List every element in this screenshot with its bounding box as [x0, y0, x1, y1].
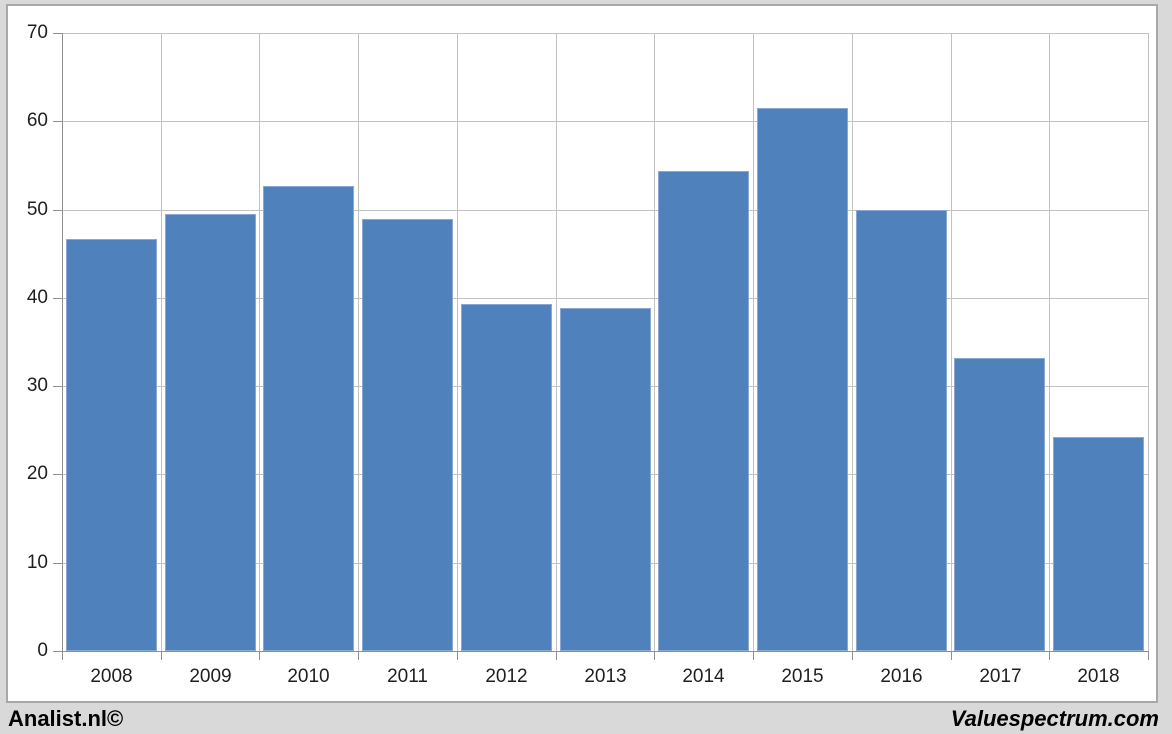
x-axis-line: [53, 651, 1148, 652]
x-tick: [1049, 651, 1050, 660]
x-axis-label: 2015: [781, 666, 824, 687]
footer-brand-valuespectrum: Valuespectrum.com: [950, 706, 1159, 731]
x-axis-label: 2008: [90, 666, 133, 687]
x-tick: [951, 651, 952, 660]
x-tick: [852, 651, 853, 660]
category-boundary-gridline: [259, 33, 260, 651]
y-tick: [53, 33, 62, 34]
y-tick: [53, 298, 62, 299]
bar-2015: [757, 108, 848, 651]
y-tick: [53, 121, 62, 122]
bar-2017: [954, 357, 1046, 651]
bar-2018: [1053, 437, 1145, 651]
y-tick: [53, 386, 62, 387]
x-tick: [259, 651, 260, 660]
bar-2013: [559, 307, 651, 651]
y-axis-label: 20: [26, 463, 48, 484]
bar-2016: [855, 209, 947, 651]
x-axis-label: 2010: [287, 666, 330, 687]
y-axis-label: 50: [26, 199, 48, 220]
y-axis-label: 60: [26, 110, 48, 131]
x-axis-label: 2009: [189, 666, 232, 687]
x-tick: [161, 651, 162, 660]
category-boundary-gridline: [753, 33, 754, 651]
x-tick: [457, 651, 458, 660]
bar-2014: [658, 170, 750, 651]
bar-2009: [164, 214, 256, 651]
y-axis-label: 0: [37, 640, 48, 661]
y-tick: [53, 474, 62, 475]
category-boundary-gridline: [161, 33, 162, 651]
y-gridline: [62, 33, 1148, 34]
category-boundary-gridline: [654, 33, 655, 651]
x-tick: [654, 651, 655, 660]
category-boundary-gridline: [556, 33, 557, 651]
x-axis-label: 2013: [584, 666, 627, 687]
y-gridline: [62, 121, 1148, 122]
x-axis-label: 2018: [1077, 666, 1120, 687]
category-boundary-gridline: [951, 33, 952, 651]
x-axis-label: 2012: [485, 666, 528, 687]
y-gridline: [62, 210, 1148, 211]
x-axis-label: 2016: [880, 666, 923, 687]
bar-2012: [460, 304, 552, 651]
x-tick: [753, 651, 754, 660]
x-tick: [1148, 651, 1149, 660]
category-boundary-gridline: [358, 33, 359, 651]
y-axis-line: [62, 33, 63, 651]
x-tick: [556, 651, 557, 660]
y-axis-label: 40: [26, 287, 48, 308]
y-axis-label: 70: [26, 22, 48, 43]
x-tick: [358, 651, 359, 660]
bar-2008: [65, 238, 157, 651]
y-axis-label: 30: [26, 375, 48, 396]
x-axis-label: 2011: [387, 666, 428, 687]
category-boundary-gridline: [1148, 33, 1149, 651]
x-axis-label: 2017: [979, 666, 1022, 687]
bar-2011: [362, 219, 453, 651]
category-boundary-gridline: [457, 33, 458, 651]
y-tick: [53, 210, 62, 211]
bar-2010: [263, 185, 355, 651]
footer-brand-analist: Analist.nl©: [8, 706, 124, 731]
y-axis-label: 10: [26, 552, 48, 573]
y-tick: [53, 563, 62, 564]
x-axis-label: 2014: [682, 666, 725, 687]
x-tick: [62, 651, 63, 660]
category-boundary-gridline: [852, 33, 853, 651]
category-boundary-gridline: [1049, 33, 1050, 651]
y-gridline: [62, 298, 1148, 299]
